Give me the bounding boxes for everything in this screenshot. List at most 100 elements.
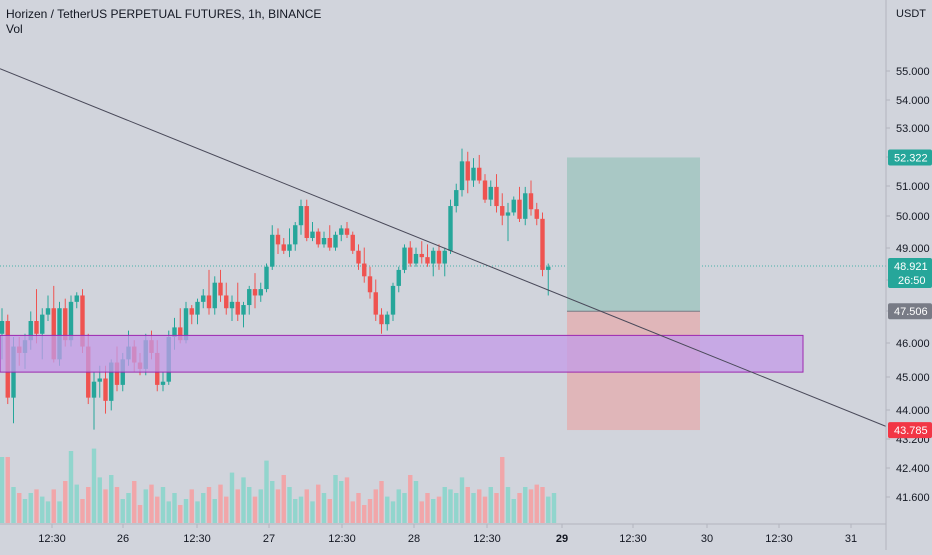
price-tick-label: 53.000 bbox=[896, 123, 930, 135]
candle-body bbox=[350, 234, 355, 251]
time-tick-label: 12:30 bbox=[328, 533, 356, 545]
candle-body bbox=[465, 161, 470, 181]
candle-body bbox=[293, 225, 298, 245]
volume-bar bbox=[114, 487, 120, 523]
volume-bar bbox=[505, 487, 511, 523]
trendline bbox=[0, 68, 887, 427]
candle-body bbox=[74, 295, 79, 302]
volume-bar bbox=[465, 487, 470, 523]
volume-bar bbox=[252, 496, 258, 523]
volume-bar bbox=[448, 489, 453, 523]
volume-bar bbox=[155, 496, 160, 523]
volume-bar bbox=[235, 489, 240, 523]
volume-bar bbox=[126, 493, 131, 523]
volume-bar bbox=[396, 489, 401, 523]
volume-bar bbox=[419, 501, 424, 523]
volume-bar bbox=[189, 489, 194, 523]
volume-bar bbox=[183, 499, 189, 523]
volume-bar bbox=[304, 489, 309, 523]
stop-price-label-bg bbox=[888, 422, 932, 439]
candle-body bbox=[201, 295, 206, 302]
volume-bar bbox=[0, 457, 5, 523]
volume-bar bbox=[402, 493, 407, 523]
candle-body bbox=[310, 231, 315, 238]
volume-bar bbox=[86, 487, 91, 523]
candle-body bbox=[63, 308, 68, 341]
chart-legend: Horizen / TetherUS PERPETUAL FUTURES, 1h… bbox=[6, 7, 321, 37]
volume-indicator-label: Vol bbox=[6, 22, 23, 36]
volume-bar bbox=[425, 493, 430, 523]
candle-body bbox=[57, 308, 62, 360]
line-layer[interactable] bbox=[0, 68, 887, 427]
volume-bar bbox=[247, 487, 252, 523]
price-tick-label: 50.000 bbox=[896, 211, 930, 223]
candle-body bbox=[471, 167, 476, 181]
volume-bar bbox=[11, 487, 16, 523]
volume-bar bbox=[327, 499, 332, 523]
volume-bar bbox=[45, 501, 51, 523]
volume-bar bbox=[143, 489, 148, 523]
candle-body bbox=[28, 321, 33, 341]
volume-bar bbox=[436, 496, 442, 523]
candle-body bbox=[546, 266, 551, 270]
volume-bar bbox=[310, 501, 315, 523]
volume-bar bbox=[57, 501, 62, 523]
label-layer: 52.322 48.921 26:50 47.506 43.785 bbox=[888, 149, 932, 439]
volume-bar bbox=[195, 501, 200, 523]
candle-body bbox=[235, 301, 240, 315]
candle-body bbox=[270, 234, 275, 267]
candle-body bbox=[224, 295, 229, 309]
candle-body bbox=[258, 289, 263, 296]
candle-body bbox=[45, 308, 51, 315]
candle-body bbox=[183, 308, 189, 341]
volume-bar bbox=[51, 489, 56, 523]
volume-bar bbox=[546, 496, 551, 523]
time-tick-label: 12:30 bbox=[473, 533, 501, 545]
candle-body bbox=[373, 292, 378, 315]
volume-bar bbox=[551, 493, 557, 523]
volume-bar bbox=[229, 472, 235, 523]
candle-body bbox=[103, 378, 108, 401]
zone-layer[interactable] bbox=[0, 334, 804, 373]
volume-bar bbox=[287, 487, 292, 523]
volume-bar bbox=[80, 499, 85, 523]
volume-bar bbox=[517, 493, 522, 523]
candle-body bbox=[511, 199, 516, 213]
volume-bar bbox=[534, 484, 539, 523]
volume-bar bbox=[431, 499, 436, 523]
price-tick-label: 54.000 bbox=[896, 95, 930, 107]
volume-bar bbox=[224, 496, 229, 523]
candle-body bbox=[454, 190, 459, 207]
candle-body bbox=[505, 212, 511, 216]
volume-bar bbox=[22, 499, 28, 523]
volume-bar bbox=[241, 477, 246, 523]
volume-bar bbox=[212, 499, 217, 523]
volume-bar bbox=[528, 489, 534, 523]
time-tick-label: 26 bbox=[117, 533, 129, 545]
volume-bar bbox=[454, 493, 459, 523]
position-layer[interactable] bbox=[567, 157, 700, 431]
time-tick-label: 28 bbox=[408, 533, 420, 545]
candle-body bbox=[321, 237, 327, 245]
volume-bar bbox=[17, 493, 22, 523]
volume-bar bbox=[442, 487, 447, 523]
candle-body bbox=[425, 257, 430, 264]
volume-bar bbox=[316, 484, 321, 523]
support-zone bbox=[0, 334, 804, 373]
candle-body bbox=[34, 321, 39, 334]
volume-bar bbox=[500, 457, 505, 523]
target-price-label: 52.322 bbox=[894, 152, 928, 164]
candle-body bbox=[40, 314, 45, 334]
volume-layer bbox=[0, 448, 557, 523]
volume-bar bbox=[385, 496, 390, 523]
time-tick-label: 29 bbox=[556, 533, 568, 545]
candle-body bbox=[281, 244, 286, 251]
candle-body bbox=[91, 381, 97, 398]
volume-bar bbox=[258, 489, 263, 523]
volume-bar bbox=[160, 487, 166, 523]
volume-bar bbox=[281, 475, 286, 523]
volume-bar bbox=[408, 475, 413, 523]
